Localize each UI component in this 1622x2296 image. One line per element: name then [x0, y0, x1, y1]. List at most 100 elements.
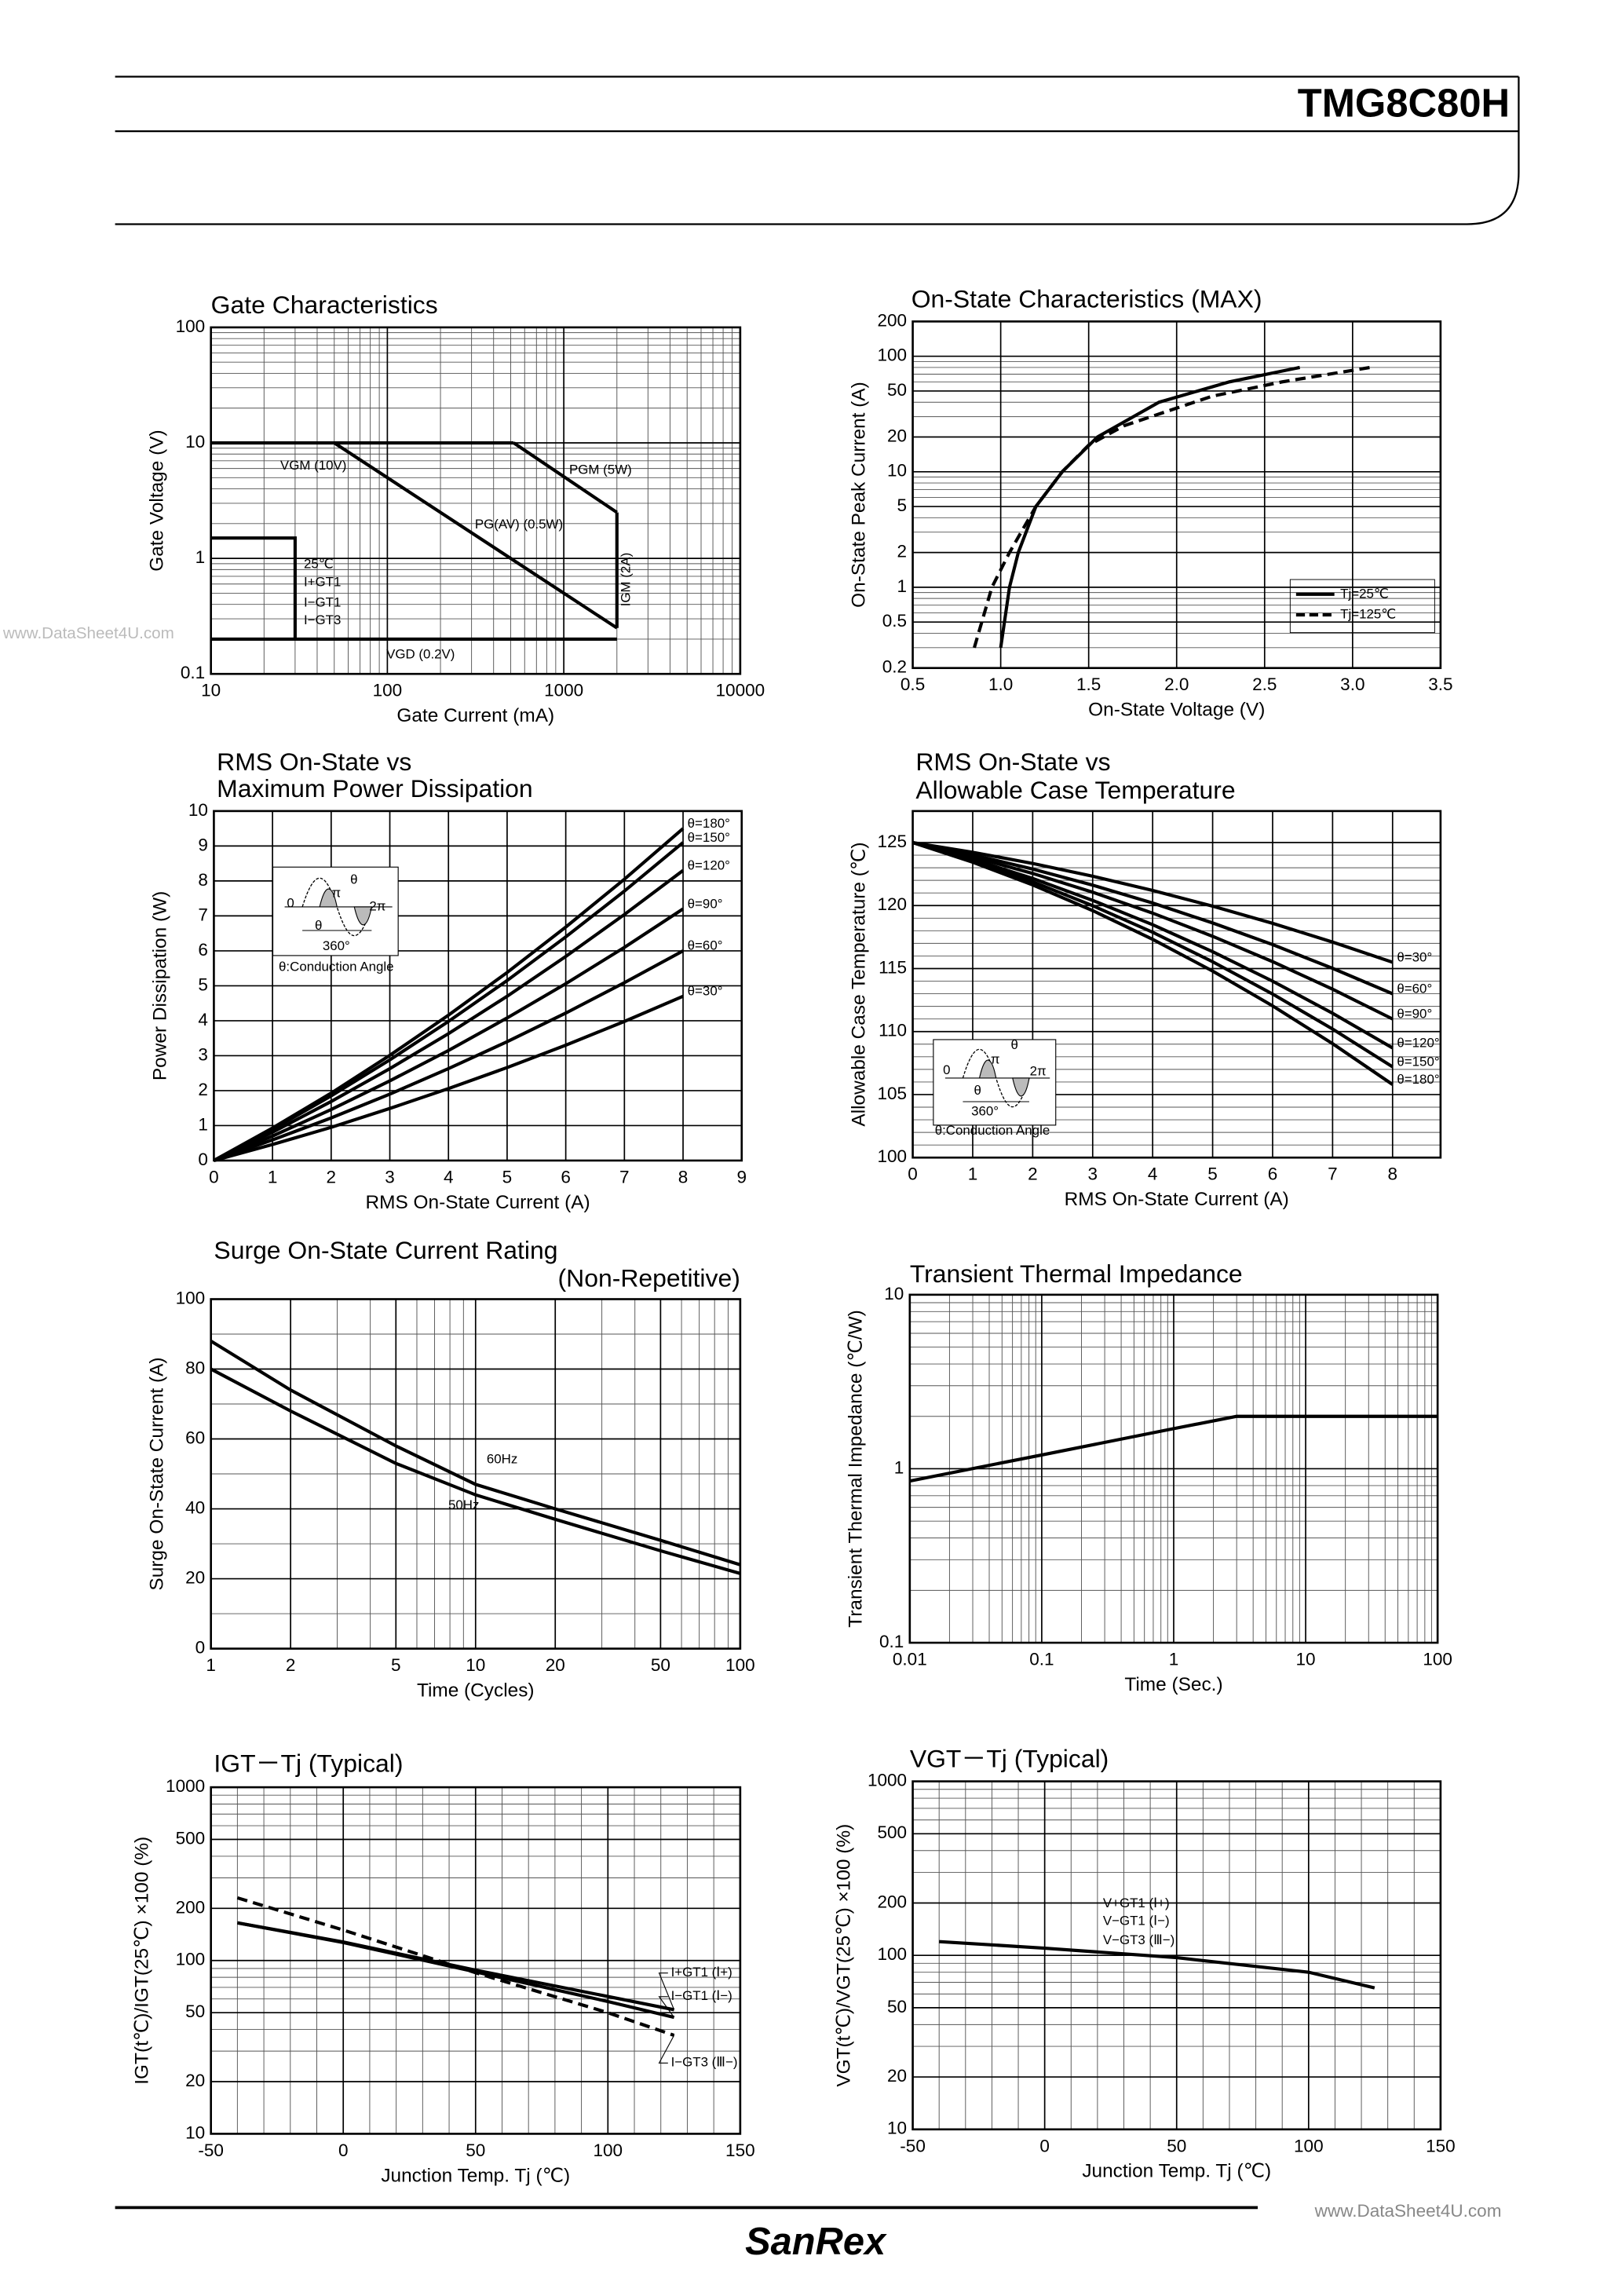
series-line — [912, 840, 1394, 996]
series-label: I−GT1 (Ⅰ−) — [671, 1988, 732, 2003]
annotation: V+GT1 (Ⅰ+) — [1103, 1896, 1170, 1910]
y-tick-label: 110 — [879, 1021, 907, 1040]
y-tick-label: 100 — [176, 1288, 206, 1307]
x-tick-label: 3.0 — [1340, 675, 1364, 694]
y-tick-label: 50 — [887, 1997, 907, 2016]
y-tick-label: 9 — [198, 835, 208, 854]
x-axis-label: RMS On-State Current (A) — [365, 1192, 590, 1213]
y-tick-label: 0 — [195, 1638, 206, 1658]
x-tick-label: -50 — [198, 2141, 224, 2160]
annotation: 25℃ — [304, 557, 334, 572]
y-axis-label: Power Dissipation (W) — [149, 891, 170, 1080]
y-tick-label: 100 — [176, 1950, 206, 1969]
x-axis-label: Gate Current (mA) — [396, 705, 554, 726]
series-label: I+GT1 (Ⅰ+) — [671, 1965, 732, 1980]
y-axis-label: IGT(t℃)/IGT(25℃) ×100 (%) — [132, 1837, 153, 2085]
x-tick-label: 150 — [725, 2141, 755, 2160]
y-tick-label: 125 — [877, 832, 907, 851]
inset-frame — [272, 866, 399, 956]
y-tick-label: 4 — [198, 1010, 208, 1029]
annotation: 0 — [287, 896, 294, 911]
y-tick-label: 105 — [877, 1084, 907, 1103]
x-tick-label: 50 — [651, 1655, 670, 1675]
y-tick-label: 3 — [198, 1044, 208, 1064]
x-tick-label: 2.0 — [1164, 675, 1189, 694]
chart-title: VGT－Tj (Typical) — [910, 1745, 1109, 1773]
x-tick-label: 100 — [1294, 2136, 1324, 2155]
x-tick-label: 9 — [736, 1167, 747, 1186]
y-tick-label: 10 — [884, 1284, 904, 1303]
y-tick-label: 0.2 — [882, 657, 907, 677]
chart-title: Allowable Case Temperature — [915, 776, 1235, 804]
series-label: θ=120° — [688, 857, 730, 872]
x-tick-label: 7 — [1328, 1164, 1338, 1184]
annotation: π — [991, 1052, 1000, 1067]
plot-frame — [908, 1293, 1439, 1644]
x-tick-label: 50 — [1167, 2136, 1186, 2155]
series-line — [912, 840, 1394, 1021]
x-tick-label: -50 — [900, 2136, 926, 2155]
y-tick-label: 2 — [897, 542, 908, 561]
annotation: IGM (2A) — [619, 553, 634, 607]
annotation: I−GT1 — [304, 595, 341, 610]
y-tick-label: 500 — [877, 1823, 907, 1842]
y-axis-label: Surge On-State Current (A) — [147, 1358, 168, 1591]
annotation: θ:Conduction Angle — [935, 1123, 1050, 1138]
annotation: PG(AV) (0.5W) — [475, 517, 563, 532]
legend-label: Tj=25℃ — [1340, 586, 1389, 601]
y-axis-label: On-State Peak Current (A) — [848, 382, 869, 608]
header-title: TMG8C80H — [1298, 81, 1510, 126]
annotation: I−GT3 — [304, 612, 341, 627]
series-line — [939, 1940, 1375, 1990]
series-line — [210, 536, 297, 639]
y-tick-label: 60 — [185, 1428, 205, 1447]
x-tick-label: 0 — [209, 1167, 219, 1186]
x-tick-label: 100 — [1423, 1650, 1452, 1669]
y-tick-label: 50 — [185, 2002, 205, 2021]
chart-title: Transient Thermal Impedance — [910, 1260, 1243, 1288]
y-tick-label: 20 — [185, 1568, 205, 1588]
x-tick-label: 7 — [619, 1167, 630, 1186]
x-tick-label: 1 — [968, 1164, 978, 1184]
y-tick-label: 1 — [894, 1457, 904, 1477]
y-tick-label: 0 — [198, 1150, 208, 1169]
x-axis-label: Junction Temp. Tj (℃) — [381, 2165, 570, 2186]
x-tick-label: 0.01 — [893, 1650, 927, 1669]
x-tick-label: 1 — [206, 1655, 216, 1675]
series-label: θ=60° — [1397, 981, 1432, 996]
series-line — [210, 1340, 741, 1567]
x-tick-label: 0.5 — [901, 675, 925, 694]
x-tick-label: 4 — [444, 1167, 454, 1186]
y-tick-label: 500 — [176, 1828, 206, 1848]
annotation: θ — [315, 918, 322, 933]
x-tick-label: 5 — [502, 1167, 513, 1186]
y-tick-label: 120 — [877, 894, 907, 914]
x-tick-label: 0.1 — [1029, 1650, 1054, 1669]
x-tick-label: 1 — [1169, 1650, 1179, 1669]
y-axis-label: Allowable Case Temperature (℃) — [848, 843, 869, 1127]
annotation: 60Hz — [487, 1452, 517, 1467]
x-axis-label: On-State Voltage (V) — [1088, 700, 1265, 721]
x-tick-label: 1000 — [544, 681, 583, 700]
inset-wave — [301, 877, 372, 936]
series-line — [911, 841, 1394, 1069]
plot-frame — [911, 320, 1442, 670]
y-tick-label: 100 — [877, 1944, 907, 1964]
series-label: θ=30° — [688, 984, 723, 999]
legend-label: Tj=125℃ — [1340, 607, 1396, 622]
annotation: 0 — [943, 1062, 950, 1077]
annotation: V−GT1 (Ⅰ−) — [1103, 1913, 1170, 1928]
y-tick-label: 1000 — [166, 1776, 205, 1796]
annotation: VGM (10V) — [280, 458, 346, 473]
plot-frame — [911, 1780, 1442, 2131]
y-tick-label: 80 — [185, 1358, 205, 1377]
x-tick-label: 5 — [1207, 1164, 1218, 1184]
x-tick-label: 6 — [1268, 1164, 1278, 1184]
series-label: θ=30° — [1397, 949, 1432, 964]
y-axis-label: Transient Thermal Impedance (℃/W) — [846, 1310, 867, 1627]
x-tick-label: 5 — [391, 1655, 401, 1675]
x-tick-label: 10 — [201, 681, 221, 700]
x-tick-label: 10 — [1296, 1650, 1316, 1669]
